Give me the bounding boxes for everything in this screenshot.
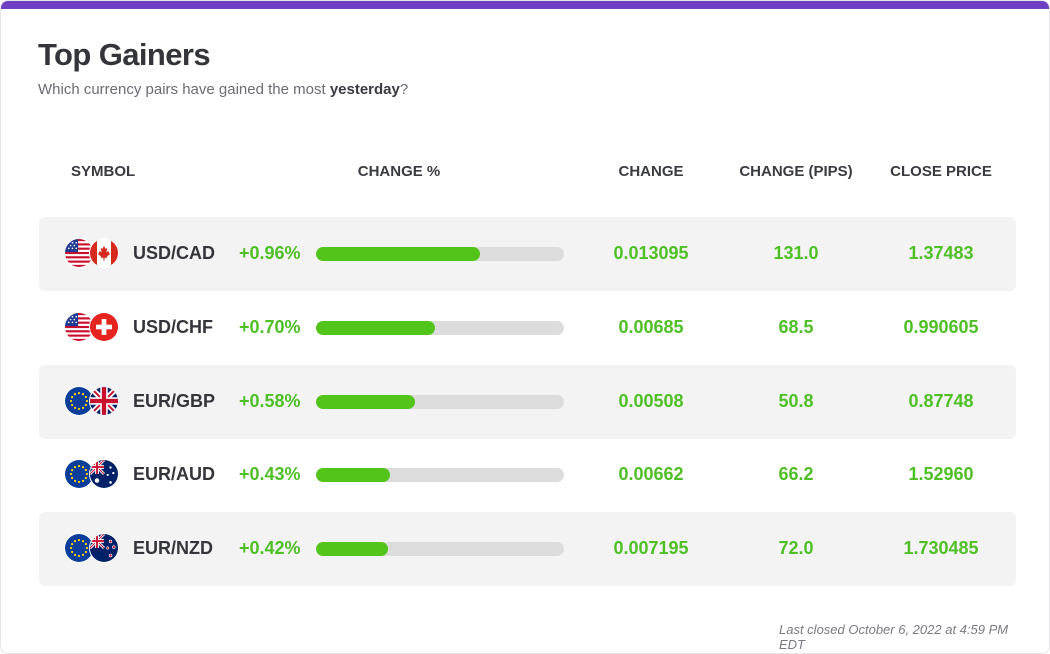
pair-flags	[64, 238, 122, 270]
change-value: 0.013095	[613, 243, 689, 263]
change-percent-bar-fill	[316, 321, 436, 335]
pair-symbol: USD/CHF	[133, 317, 213, 337]
close-price: 0.87748	[908, 391, 974, 411]
column-header-change-percent: CHANGE %	[357, 163, 441, 180]
pair-flags	[64, 533, 122, 565]
switzerland-flag-icon	[89, 312, 119, 342]
table-row[interactable]: EUR/GBP +0.58% 0.00508 50.8 0.87748	[39, 365, 1016, 439]
accent-top-bar	[1, 1, 1049, 9]
change-percent: +0.42%	[239, 538, 301, 558]
canada-flag-icon	[89, 238, 119, 268]
pair-symbol: EUR/GBP	[133, 391, 216, 411]
change-percent: +0.96%	[239, 243, 301, 263]
subtitle-end: ?	[399, 81, 409, 98]
subtitle-highlight: yesterday	[329, 81, 400, 98]
us-flag-icon	[64, 312, 94, 342]
change-percent-bar-fill	[316, 395, 416, 409]
close-price: 1.730485	[903, 538, 979, 558]
australia-flag-icon	[89, 459, 119, 489]
close-price: 0.990605	[903, 317, 979, 337]
eu-flag-icon	[64, 533, 94, 563]
change-percent: +0.58%	[239, 391, 301, 411]
change-percent-bar-fill	[316, 247, 480, 261]
table-row[interactable]: USD/CAD +0.96% 0.013095 131.0 1.37483	[39, 217, 1016, 291]
pair-flags	[64, 312, 122, 344]
pair-flags	[64, 386, 122, 418]
column-header-close-price: CLOSE PRICE	[890, 163, 992, 180]
column-header-change: CHANGE	[618, 163, 684, 180]
column-header-change-pips: CHANGE (PIPS)	[739, 163, 853, 180]
pair-symbol: EUR/NZD	[133, 538, 213, 558]
change-value: 0.007195	[613, 538, 689, 558]
table-row[interactable]: USD/CHF +0.70% 0.00685 68.5 0.990605	[39, 291, 1016, 365]
subtitle-text: Which currency pairs have gained the mos…	[38, 81, 330, 98]
change-pips: 131.0	[773, 243, 819, 263]
change-percent-bar	[316, 468, 564, 482]
change-pips: 68.5	[778, 317, 814, 337]
change-percent-bar	[316, 395, 564, 409]
pair-symbol: USD/CAD	[133, 243, 216, 263]
change-percent-bar-fill	[316, 542, 388, 556]
change-percent-bar-fill	[316, 468, 391, 482]
change-value: 0.00508	[618, 391, 684, 411]
column-header-symbol: SYMBOL	[71, 163, 136, 180]
us-flag-icon	[64, 238, 94, 268]
table-row[interactable]: EUR/AUD +0.43% 0.00662 66.2 1.52960	[39, 438, 1016, 512]
change-value: 0.00685	[618, 317, 684, 337]
close-price: 1.52960	[908, 464, 974, 484]
change-pips: 66.2	[778, 464, 814, 484]
widget-title: Top Gainers	[38, 37, 211, 72]
last-closed-note: Last closed October 6, 2022 at 4:59 PM E…	[779, 622, 1009, 652]
change-percent-bar	[316, 321, 564, 335]
widget-subtitle: Which currency pairs have gained the mos…	[38, 81, 408, 98]
change-percent: +0.70%	[239, 317, 301, 337]
pair-symbol: EUR/AUD	[133, 464, 216, 484]
pair-flags	[64, 459, 122, 491]
change-percent: +0.43%	[239, 464, 301, 484]
uk-flag-icon	[89, 386, 119, 416]
change-pips: 50.8	[778, 391, 814, 411]
change-percent-bar	[316, 247, 564, 261]
change-pips: 72.0	[778, 538, 814, 558]
table-row[interactable]: EUR/NZD +0.42% 0.007195 72.0 1.730485	[39, 512, 1016, 586]
change-value: 0.00662	[618, 464, 684, 484]
new-zealand-flag-icon	[89, 533, 119, 563]
change-percent-bar	[316, 542, 564, 556]
close-price: 1.37483	[908, 243, 974, 263]
